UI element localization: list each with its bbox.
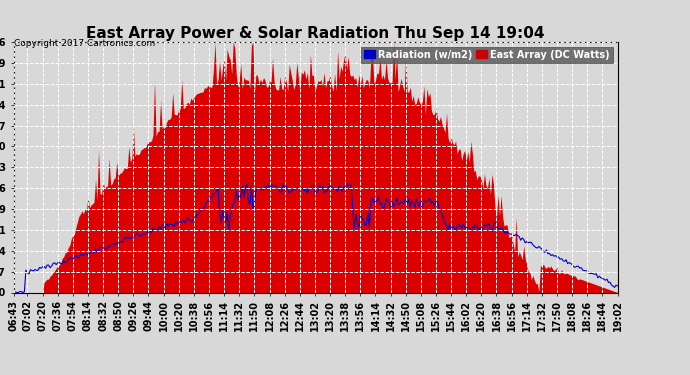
Text: Copyright 2017 Cartronics.com: Copyright 2017 Cartronics.com [14,39,155,48]
Legend: Radiation (w/m2), East Array (DC Watts): Radiation (w/m2), East Array (DC Watts) [361,47,613,63]
Title: East Array Power & Solar Radiation Thu Sep 14 19:04: East Array Power & Solar Radiation Thu S… [86,26,545,41]
